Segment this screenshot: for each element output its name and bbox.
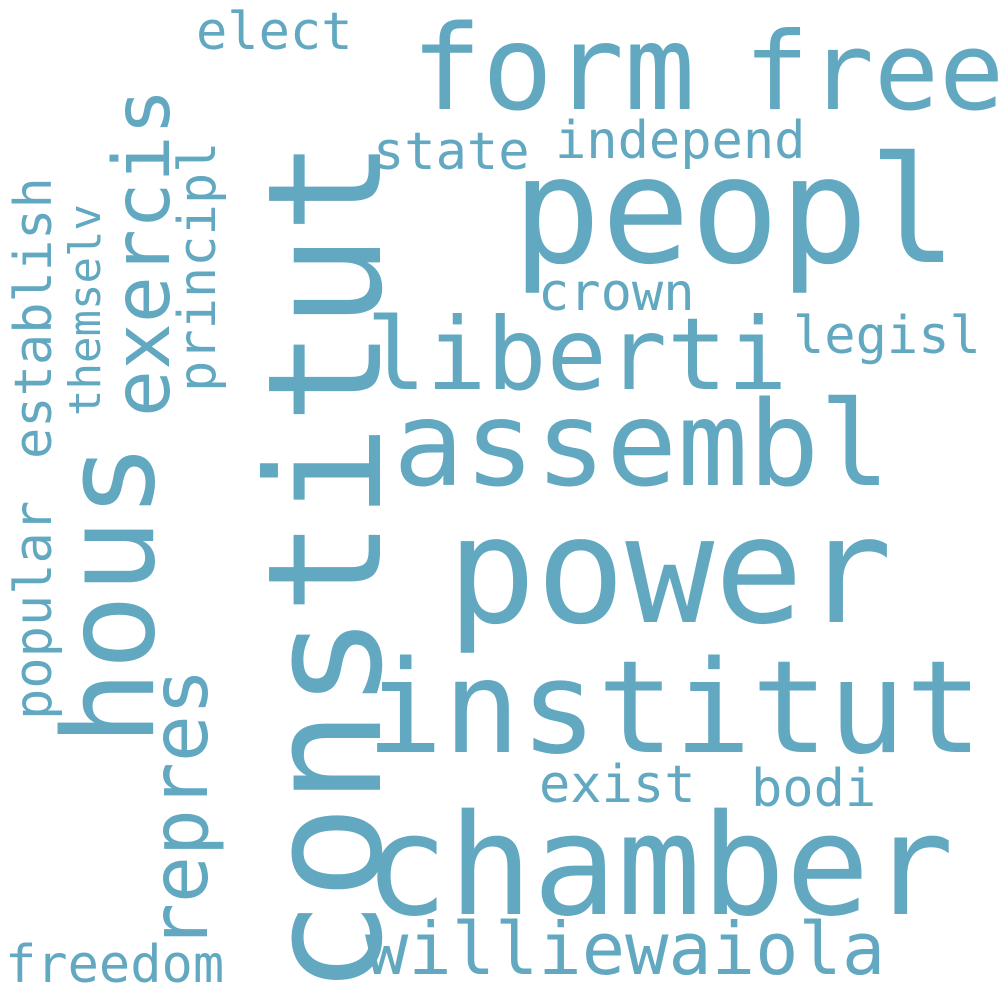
- word-liberti: liberti: [366, 296, 788, 413]
- word-state: state: [373, 122, 530, 182]
- word-establish: establish: [4, 177, 64, 459]
- word-exist: exist: [539, 755, 696, 815]
- word-independ: independ: [555, 111, 806, 171]
- word-elect: elect: [196, 2, 353, 62]
- word-institut: institut: [366, 634, 983, 783]
- word-peopl: peopl: [512, 125, 958, 297]
- word-legisl: legisl: [793, 306, 981, 366]
- word-free: free: [744, 10, 1000, 135]
- word-power: power: [447, 485, 893, 657]
- word-freedom: freedom: [5, 935, 225, 995]
- word-crown: crown: [538, 263, 695, 323]
- word-williewaiola: williewaiola: [365, 907, 886, 991]
- word-bodi: bodi: [751, 759, 877, 819]
- word-chamber: chamber: [364, 785, 955, 948]
- word-constitut: constitut: [234, 138, 418, 995]
- word-repres: repres: [136, 668, 226, 950]
- word-principl: principl: [168, 141, 228, 392]
- word-assembl: assembl: [393, 375, 891, 513]
- word-form: form: [411, 0, 696, 137]
- word-themselv: themselv: [60, 204, 111, 416]
- word-popular: popular: [4, 500, 64, 720]
